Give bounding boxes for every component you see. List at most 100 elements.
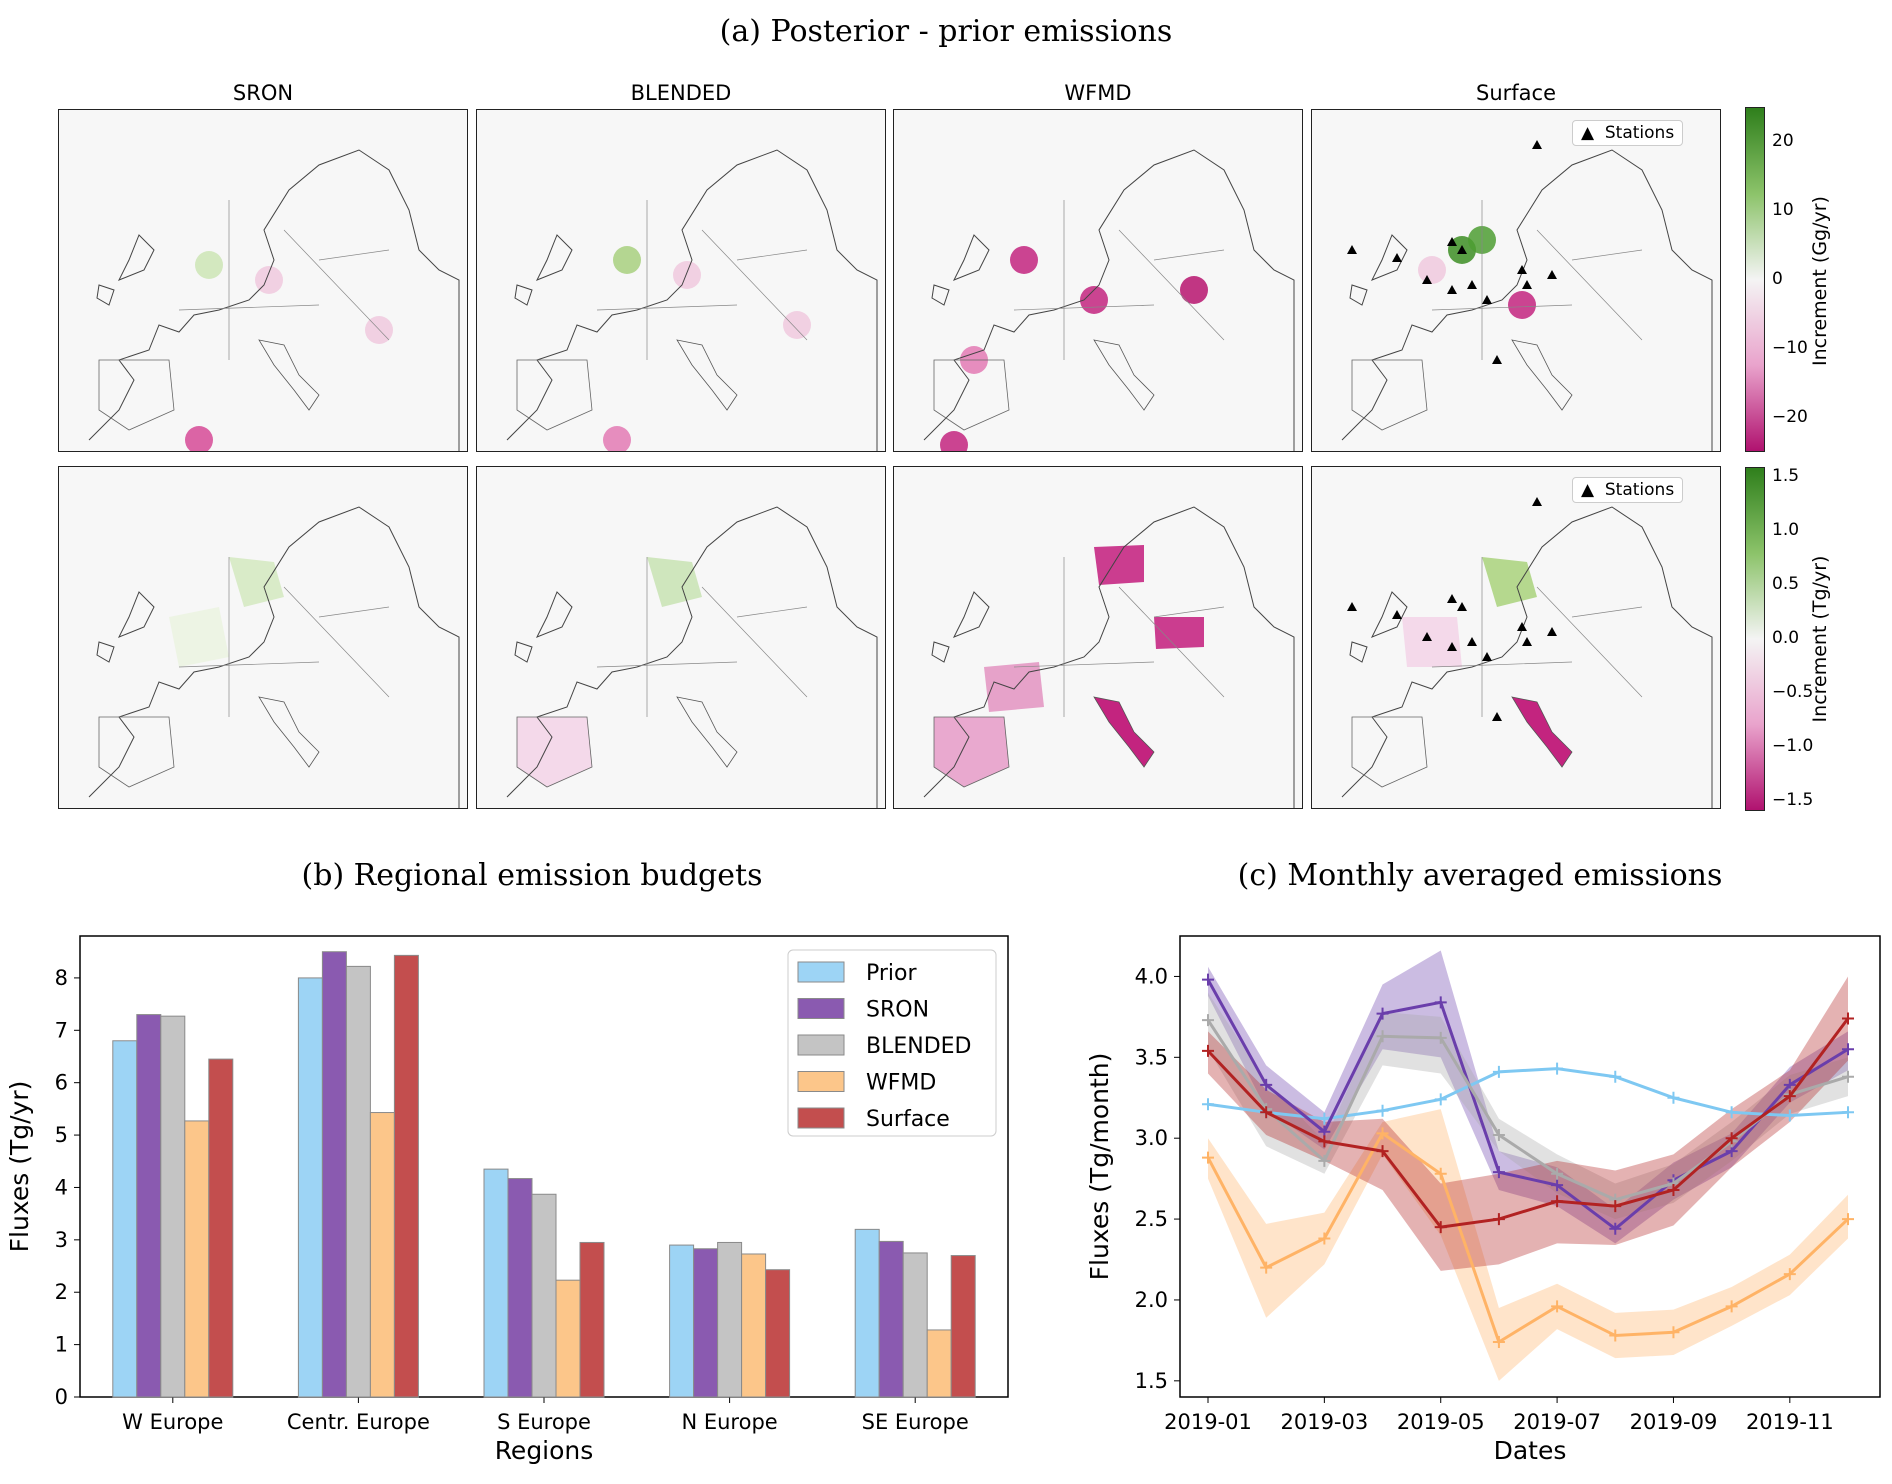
- colorbar-tg-tick: 1.5: [1772, 466, 1800, 487]
- emission-patch: [613, 246, 641, 274]
- data-point: [1783, 1109, 1796, 1122]
- data-point: [1783, 1268, 1796, 1281]
- country-fill: [517, 717, 592, 787]
- bar: [345, 965, 371, 1398]
- regional-budget-bar-chart: 0 1 2 3 4 5 6 7 8 W Europe Centr. Europe S Europe N …: [5, 935, 1009, 1465]
- coastline-iberia: [98, 716, 175, 788]
- europe-map: [506, 506, 878, 808]
- station-marker: [1547, 627, 1557, 636]
- coastline-uk: [931, 234, 990, 306]
- bar: [693, 1248, 719, 1398]
- map-surface-grid: [1311, 109, 1721, 452]
- map-column-title-surface: Surface: [1475, 81, 1556, 105]
- legend-swatch: [797, 1071, 845, 1092]
- data-point: [1318, 1135, 1331, 1148]
- station-marker: [1532, 140, 1542, 149]
- x-tick-label: 2019-09: [1630, 1410, 1718, 1434]
- emission-patch: [195, 251, 223, 279]
- coastline: [88, 149, 460, 451]
- data-point: [1551, 1300, 1564, 1313]
- coastline: [923, 149, 1295, 451]
- stations-legend-label: Stations: [1604, 480, 1675, 500]
- coastline-italy: [1511, 339, 1573, 411]
- data-point: [1202, 1044, 1214, 1057]
- colorbar-gg-tick: 10: [1772, 199, 1794, 220]
- y-tick-label: 5: [55, 1123, 68, 1147]
- station-marker: [1522, 280, 1532, 289]
- station-marker: [1457, 602, 1467, 611]
- coastline: [506, 506, 878, 808]
- station-marker: [1517, 265, 1527, 274]
- data-point: [1318, 1112, 1331, 1125]
- map-blended-grid: [476, 109, 886, 452]
- data-point: [1434, 1031, 1447, 1044]
- coastline-italy: [1093, 696, 1155, 768]
- coastline: [88, 506, 460, 808]
- bar: [878, 1240, 904, 1398]
- x-axis-label: Dates: [1494, 1436, 1567, 1465]
- legend-label: Surface: [866, 1107, 950, 1132]
- bar: [136, 1014, 162, 1398]
- coastline: [1341, 506, 1713, 808]
- data-point: [1551, 1062, 1564, 1075]
- station-marker: [1422, 632, 1432, 641]
- station-marker: [1447, 642, 1457, 651]
- country-borders: [596, 200, 808, 360]
- data-point: [1260, 1261, 1273, 1274]
- y-tick-label: 3.0: [1135, 1126, 1168, 1150]
- country-borders: [596, 557, 808, 717]
- map-column-title-sron: SRON: [232, 81, 294, 105]
- data-point: [1725, 1106, 1738, 1119]
- x-tick-label: 2019-01: [1164, 1410, 1252, 1434]
- data-point: [1260, 1106, 1273, 1119]
- data-point: [1551, 1195, 1564, 1208]
- station-marker: [1522, 637, 1532, 646]
- x-tick-label: W Europe: [122, 1410, 223, 1434]
- emission-patch: [783, 311, 811, 339]
- y-axis-label: Fluxes (Tg/yr): [5, 1081, 34, 1253]
- legend-label: Prior: [866, 961, 917, 986]
- country-fill: [1094, 545, 1144, 585]
- coastline-italy: [1093, 339, 1155, 411]
- station-marker: [1447, 285, 1457, 294]
- coastline-uk: [514, 591, 573, 663]
- station-marker: [1457, 245, 1467, 254]
- bar: [531, 1193, 557, 1398]
- data-point: [1842, 1213, 1854, 1226]
- country-borders: [1431, 557, 1643, 717]
- country-borders: [1431, 200, 1643, 360]
- y-tick-label: 6: [55, 1071, 68, 1095]
- data-point: [1434, 996, 1447, 1009]
- emission-patch: [1418, 256, 1446, 284]
- data-point: [1376, 1104, 1389, 1117]
- coastline-iberia: [1351, 716, 1428, 788]
- data-point: [1318, 1232, 1331, 1245]
- coastline: [506, 149, 878, 451]
- x-tick-label: 2019-11: [1746, 1410, 1834, 1434]
- colorbar-gg-tick: −10: [1772, 337, 1808, 358]
- data-point: [1434, 1221, 1447, 1234]
- x-tick-label: 2019-07: [1513, 1410, 1601, 1434]
- series-line: [1206, 1017, 1850, 1229]
- y-axis-label: Fluxes (Tg/month): [1085, 1053, 1114, 1281]
- coastline-uk: [96, 591, 155, 663]
- y-tick-label: 1.5: [1135, 1369, 1168, 1393]
- bar: [902, 1252, 928, 1398]
- data-point: [1667, 1091, 1680, 1104]
- colorbar-tg: [1745, 467, 1765, 811]
- series-line: [1207, 1067, 1849, 1121]
- station-marker: [1392, 253, 1402, 262]
- coastline-iberia: [1351, 359, 1428, 431]
- emission-patch: [1508, 291, 1536, 319]
- country-borders: [178, 557, 390, 717]
- colorbar-gg-tick: −20: [1772, 406, 1808, 427]
- bar: [112, 1040, 138, 1398]
- country-fill: [984, 662, 1044, 712]
- bar: [483, 1168, 509, 1398]
- data-point: [1376, 1007, 1389, 1020]
- data-point: [1434, 1167, 1447, 1180]
- stations-legend-row2: ▲ Stations: [1572, 477, 1684, 503]
- data-point: [1842, 1106, 1854, 1119]
- data-point: [1202, 1151, 1214, 1164]
- country-fill: [1154, 617, 1204, 649]
